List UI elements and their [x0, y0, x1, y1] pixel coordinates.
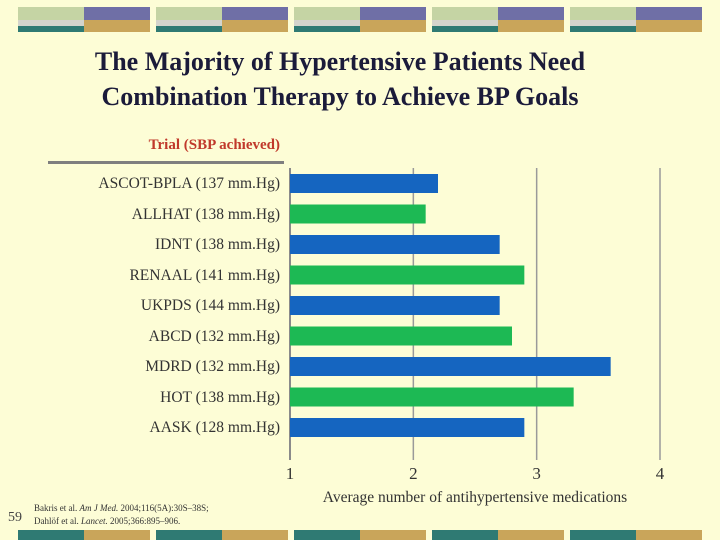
- deco-block-top: [18, 7, 84, 20]
- deco-block-bottom: [18, 530, 84, 540]
- deco-block-top: [360, 26, 426, 32]
- deco-block-top: [156, 7, 222, 20]
- deco-block-top: [432, 7, 498, 20]
- x-axis-label: Average number of antihypertensive medic…: [322, 489, 628, 506]
- category-label: ALLHAT (138 mm.Hg): [131, 205, 280, 223]
- category-label: UKPDS (144 mm.Hg): [140, 297, 280, 314]
- category-label: AASK (128 mm.Hg): [149, 419, 280, 436]
- deco-block-bottom: [498, 530, 564, 540]
- header-rule: [48, 161, 284, 164]
- deco-block-top: [636, 20, 702, 26]
- deco-block-top: [18, 20, 84, 26]
- deco-block-top: [294, 7, 360, 20]
- deco-block-top: [18, 26, 84, 32]
- deco-block-bottom: [432, 530, 498, 540]
- deco-block-top: [222, 26, 288, 32]
- deco-block-top: [636, 26, 702, 32]
- deco-block-top: [360, 7, 426, 20]
- deco-block-top: [498, 26, 564, 32]
- category-label: IDNT (138 mm.Hg): [155, 236, 280, 253]
- category-label: MDRD (132 mm.Hg): [145, 358, 280, 375]
- category-label: RENAAL (141 mm.Hg): [129, 266, 280, 284]
- deco-block-top: [570, 7, 636, 20]
- deco-block-bottom: [294, 530, 360, 540]
- bar: [290, 174, 438, 193]
- deco-block-top: [294, 26, 360, 32]
- bar: [290, 204, 426, 224]
- deco-block-top: [156, 26, 222, 32]
- x-tick-label: 2: [409, 464, 418, 483]
- bar: [290, 418, 525, 437]
- deco-block-top: [360, 20, 426, 26]
- slide-number: 59: [8, 510, 22, 525]
- x-tick-label: 1: [285, 464, 295, 483]
- deco-block-top: [498, 20, 564, 26]
- deco-block-bottom: [360, 530, 426, 540]
- bar: [290, 235, 500, 254]
- slide-title: The Majority of Hypertensive Patients Ne…: [40, 44, 640, 114]
- x-tick-label: 4: [655, 464, 665, 483]
- deco-block-top: [84, 26, 150, 32]
- deco-block-bottom: [222, 530, 288, 540]
- title-line-2: Combination Therapy to Achieve BP Goals: [101, 82, 579, 111]
- deco-block-top: [84, 20, 150, 26]
- deco-block-top: [222, 20, 288, 26]
- deco-block-bottom: [84, 530, 150, 540]
- bar: [290, 357, 611, 376]
- deco-block-top: [636, 7, 702, 20]
- deco-block-bottom: [156, 530, 222, 540]
- deco-block-top: [498, 7, 564, 20]
- references: Bakris et al. Am J Med. 2004;116(5A):30S…: [34, 502, 209, 528]
- x-tick-label: 3: [532, 464, 541, 483]
- deco-block-top: [222, 7, 288, 20]
- category-label: ASCOT-BPLA (137 mm.Hg): [98, 175, 280, 192]
- category-label: HOT (138 mm.Hg): [160, 388, 280, 406]
- trial-column-header: Trial (SBP achieved): [148, 137, 280, 153]
- bar: [290, 296, 500, 315]
- deco-block-top: [84, 7, 150, 20]
- title-line-1: The Majority of Hypertensive Patients Ne…: [94, 47, 586, 76]
- bar: [290, 387, 574, 407]
- deco-block-top: [294, 20, 360, 26]
- deco-block-bottom: [570, 530, 636, 540]
- deco-block-top: [570, 20, 636, 26]
- deco-block-bottom: [636, 530, 702, 540]
- deco-block-top: [432, 20, 498, 26]
- reference-2: Dahlöf et al. Lancet. 2005;366:895–906.: [34, 516, 181, 526]
- deco-block-top: [156, 20, 222, 26]
- reference-1: Bakris et al. Am J Med. 2004;116(5A):30S…: [34, 503, 209, 513]
- bar: [290, 326, 512, 346]
- deco-block-top: [570, 26, 636, 32]
- category-label: ABCD (132 mm.Hg): [148, 327, 280, 345]
- bar: [290, 265, 525, 285]
- deco-block-top: [432, 26, 498, 32]
